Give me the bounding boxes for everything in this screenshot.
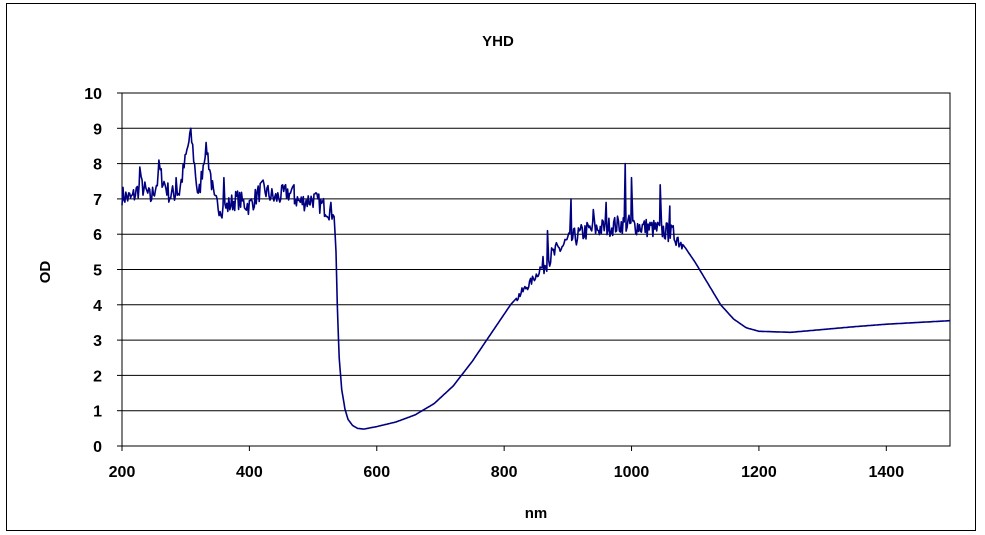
chart-title: YHD [482, 33, 514, 50]
y-axis-label: OD [37, 261, 54, 284]
y-axis-ticks: 0 1 2 3 4 5 6 7 8 9 10 [84, 86, 122, 456]
y-tick-label: 3 [93, 333, 102, 350]
x-tick-label: 800 [491, 464, 518, 481]
y-tick-label: 5 [93, 263, 102, 280]
x-tick-label: 1000 [614, 464, 650, 481]
y-tick-label: 1 [93, 404, 102, 421]
x-tick-label: 200 [109, 464, 136, 481]
plot-area-border [121, 92, 951, 447]
y-tick-label: 10 [84, 86, 102, 103]
y-tick-label: 9 [93, 121, 102, 138]
y-tick-label: 8 [93, 157, 102, 174]
x-tick-label: 600 [363, 464, 390, 481]
series-line-od [121, 127, 950, 430]
y-tick-label: 6 [93, 227, 102, 244]
x-tick-label: 1200 [741, 464, 777, 481]
y-tick-label: 7 [93, 192, 102, 209]
y-tick-label: 2 [93, 368, 102, 385]
x-axis-label: nm [525, 505, 548, 522]
x-tick-label: 400 [236, 464, 263, 481]
y-tick-label: 4 [93, 298, 102, 315]
chart-frame [6, 3, 976, 531]
x-tick-label: 1400 [869, 464, 905, 481]
x-axis-ticks: 200 400 600 800 1000 1200 1400 [109, 446, 905, 481]
gridlines [122, 92, 950, 447]
y-tick-label: 0 [93, 439, 102, 456]
